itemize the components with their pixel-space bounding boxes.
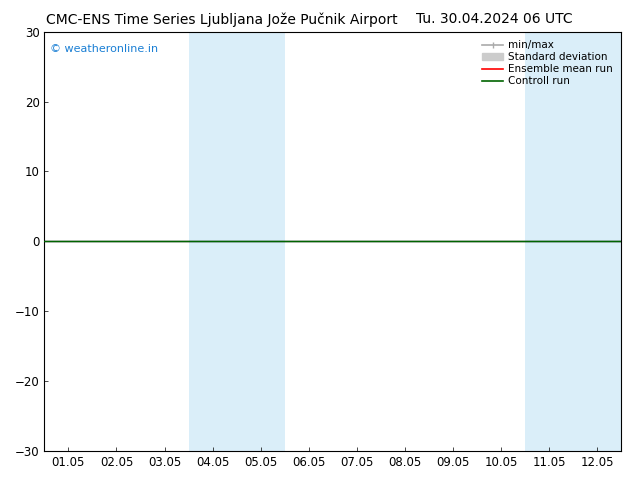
Text: © weatheronline.in: © weatheronline.in xyxy=(50,45,158,54)
Bar xyxy=(236,32,285,451)
Text: Tu. 30.04.2024 06 UTC: Tu. 30.04.2024 06 UTC xyxy=(416,12,573,26)
Text: CMC-ENS Time Series Ljubljana Jože Pučnik Airport: CMC-ENS Time Series Ljubljana Jože Pučni… xyxy=(46,12,398,27)
Legend: min/max, Standard deviation, Ensemble mean run, Controll run: min/max, Standard deviation, Ensemble me… xyxy=(479,37,616,90)
Bar xyxy=(525,32,573,451)
Bar xyxy=(189,32,236,451)
Bar xyxy=(573,32,621,451)
